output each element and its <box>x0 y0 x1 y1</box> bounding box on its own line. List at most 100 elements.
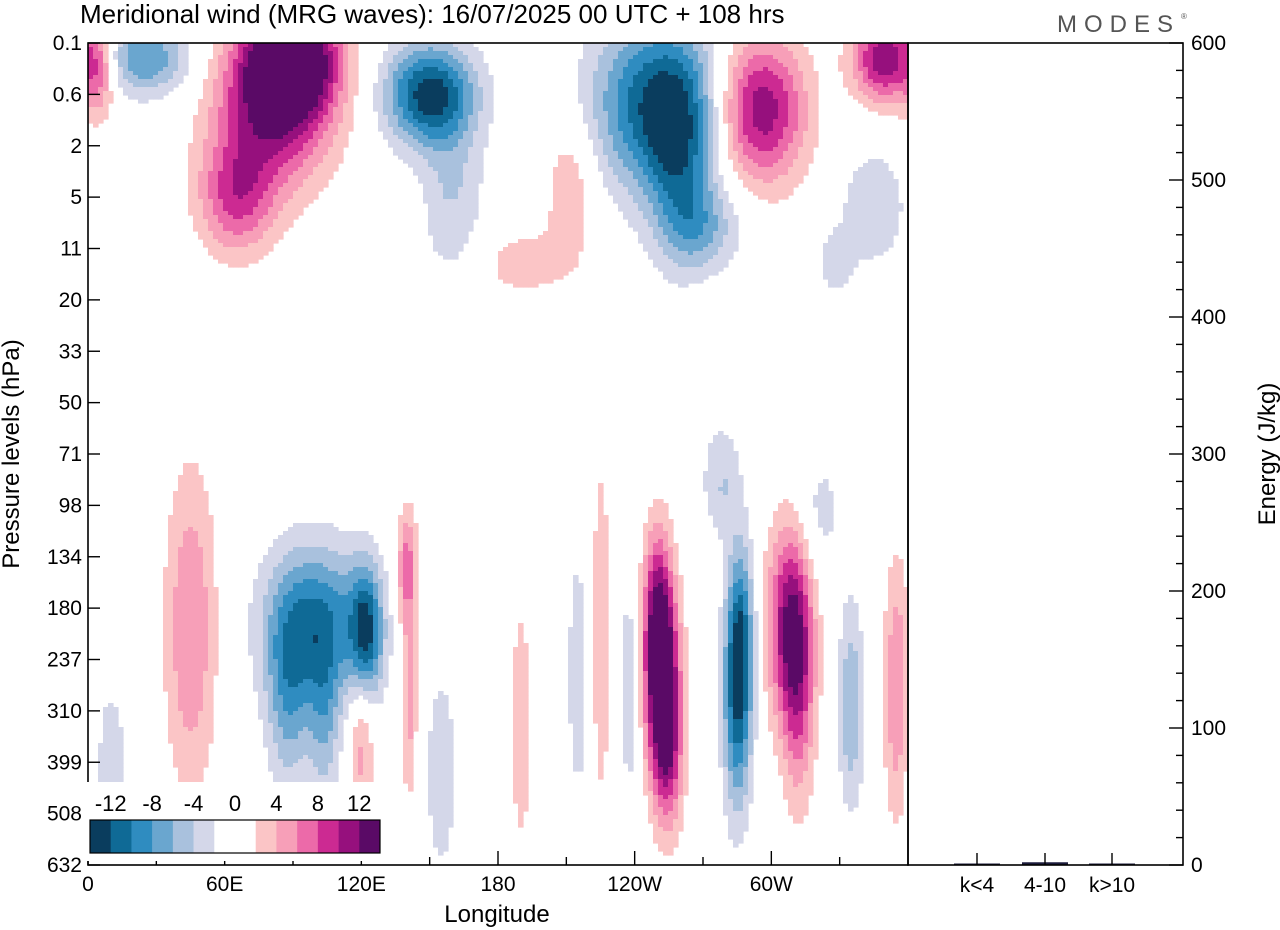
heatmap-cell <box>413 163 419 168</box>
heatmap-cell <box>273 83 279 88</box>
heatmap-cell <box>718 175 724 180</box>
heatmap-cell <box>218 139 224 144</box>
heatmap-cell <box>768 71 774 76</box>
heatmap-cell <box>453 71 459 76</box>
heatmap-cell <box>428 215 434 220</box>
heatmap-cell <box>348 95 354 100</box>
heatmap-cell <box>763 99 769 104</box>
heatmap-cell <box>438 215 444 220</box>
heatmap-cell <box>808 63 814 68</box>
heatmap-cell <box>303 167 309 172</box>
heatmap-cell <box>313 143 319 148</box>
heatmap-cell <box>638 79 644 84</box>
heatmap-cell <box>773 171 779 176</box>
heatmap-cell <box>198 167 204 172</box>
heatmap-cell <box>748 111 754 116</box>
heatmap-cell <box>133 59 139 64</box>
heatmap-cell <box>338 51 344 56</box>
heatmap-cell <box>198 235 204 240</box>
heatmap-cell <box>408 75 414 80</box>
heatmap-cell <box>253 51 259 56</box>
heatmap-cell <box>293 203 299 208</box>
heatmap-cell <box>158 63 164 68</box>
heatmap-cell <box>783 111 789 116</box>
heatmap-cell <box>768 127 774 132</box>
heatmap-cell <box>693 131 699 136</box>
heatmap-cell <box>268 231 274 236</box>
heatmap-cell <box>673 135 679 140</box>
heatmap-cell <box>128 95 134 100</box>
heatmap-cell <box>798 131 804 136</box>
heatmap-cell <box>338 83 344 88</box>
heatmap-cell <box>423 95 429 100</box>
heatmap-cell <box>103 115 109 120</box>
heatmap-cell <box>878 75 884 80</box>
heatmap-cell <box>378 83 384 88</box>
heatmap-cell <box>283 147 289 152</box>
heatmap-cell <box>228 51 234 56</box>
heatmap-cell <box>418 79 424 84</box>
heatmap-cell <box>903 115 909 120</box>
heatmap-cell <box>208 83 214 88</box>
heatmap-cell <box>423 91 429 96</box>
heatmap-cell <box>428 135 434 140</box>
heatmap-cell <box>308 143 314 148</box>
heatmap-cell <box>278 67 284 72</box>
heatmap-cell <box>203 143 209 148</box>
heatmap-cell <box>653 175 659 180</box>
heatmap-cell <box>238 123 244 128</box>
heatmap-cell <box>258 175 264 180</box>
heatmap-cell <box>228 199 234 204</box>
heatmap-cell <box>588 43 594 48</box>
heatmap-cell <box>793 159 799 164</box>
heatmap-cell <box>223 119 229 124</box>
heatmap-cell <box>248 59 254 64</box>
heatmap-cell <box>803 55 809 60</box>
heatmap-cell <box>263 75 269 80</box>
heatmap-cell <box>438 243 444 248</box>
heatmap-cell <box>278 87 284 92</box>
heatmap-cell <box>138 79 144 84</box>
heatmap-cell <box>598 127 604 132</box>
heatmap-cell <box>678 199 684 204</box>
heatmap-cell <box>308 115 314 120</box>
heatmap-cell <box>658 143 664 148</box>
heatmap-cell <box>218 171 224 176</box>
heatmap-cell <box>88 115 94 120</box>
heatmap-cell <box>893 51 899 56</box>
heatmap-cell <box>863 239 869 244</box>
heatmap-cell <box>573 203 579 208</box>
heatmap-cell <box>228 183 234 188</box>
heatmap-cell <box>298 183 304 188</box>
heatmap-cell <box>893 195 899 200</box>
heatmap-cell <box>133 67 139 72</box>
heatmap-cell <box>698 103 704 108</box>
heatmap-cell <box>648 103 654 108</box>
heatmap-cell <box>803 47 809 52</box>
heatmap-cell <box>598 123 604 128</box>
heatmap-cell <box>758 179 764 184</box>
heatmap-cell <box>213 163 219 168</box>
heatmap-cell <box>638 195 644 200</box>
heatmap-cell <box>843 43 849 48</box>
heatmap-cell <box>228 235 234 240</box>
heatmap-cell <box>728 71 734 76</box>
heatmap-cell <box>278 163 284 168</box>
heatmap-cell <box>548 243 554 248</box>
heatmap-cell <box>148 95 154 100</box>
heatmap-cell <box>698 135 704 140</box>
heatmap-cell <box>548 235 554 240</box>
heatmap-cell <box>673 163 679 168</box>
heatmap-cell <box>728 59 734 64</box>
heatmap-cell <box>578 235 584 240</box>
heatmap-cell <box>678 99 684 104</box>
heatmap-cell <box>888 195 894 200</box>
heatmap-cell <box>213 55 219 60</box>
heatmap-cell <box>763 143 769 148</box>
heatmap-cell <box>808 159 814 164</box>
heatmap-cell <box>698 219 704 224</box>
heatmap-cell <box>98 87 104 92</box>
heatmap-cell <box>98 119 104 124</box>
heatmap-cell <box>728 207 734 212</box>
heatmap-cell <box>208 167 214 172</box>
